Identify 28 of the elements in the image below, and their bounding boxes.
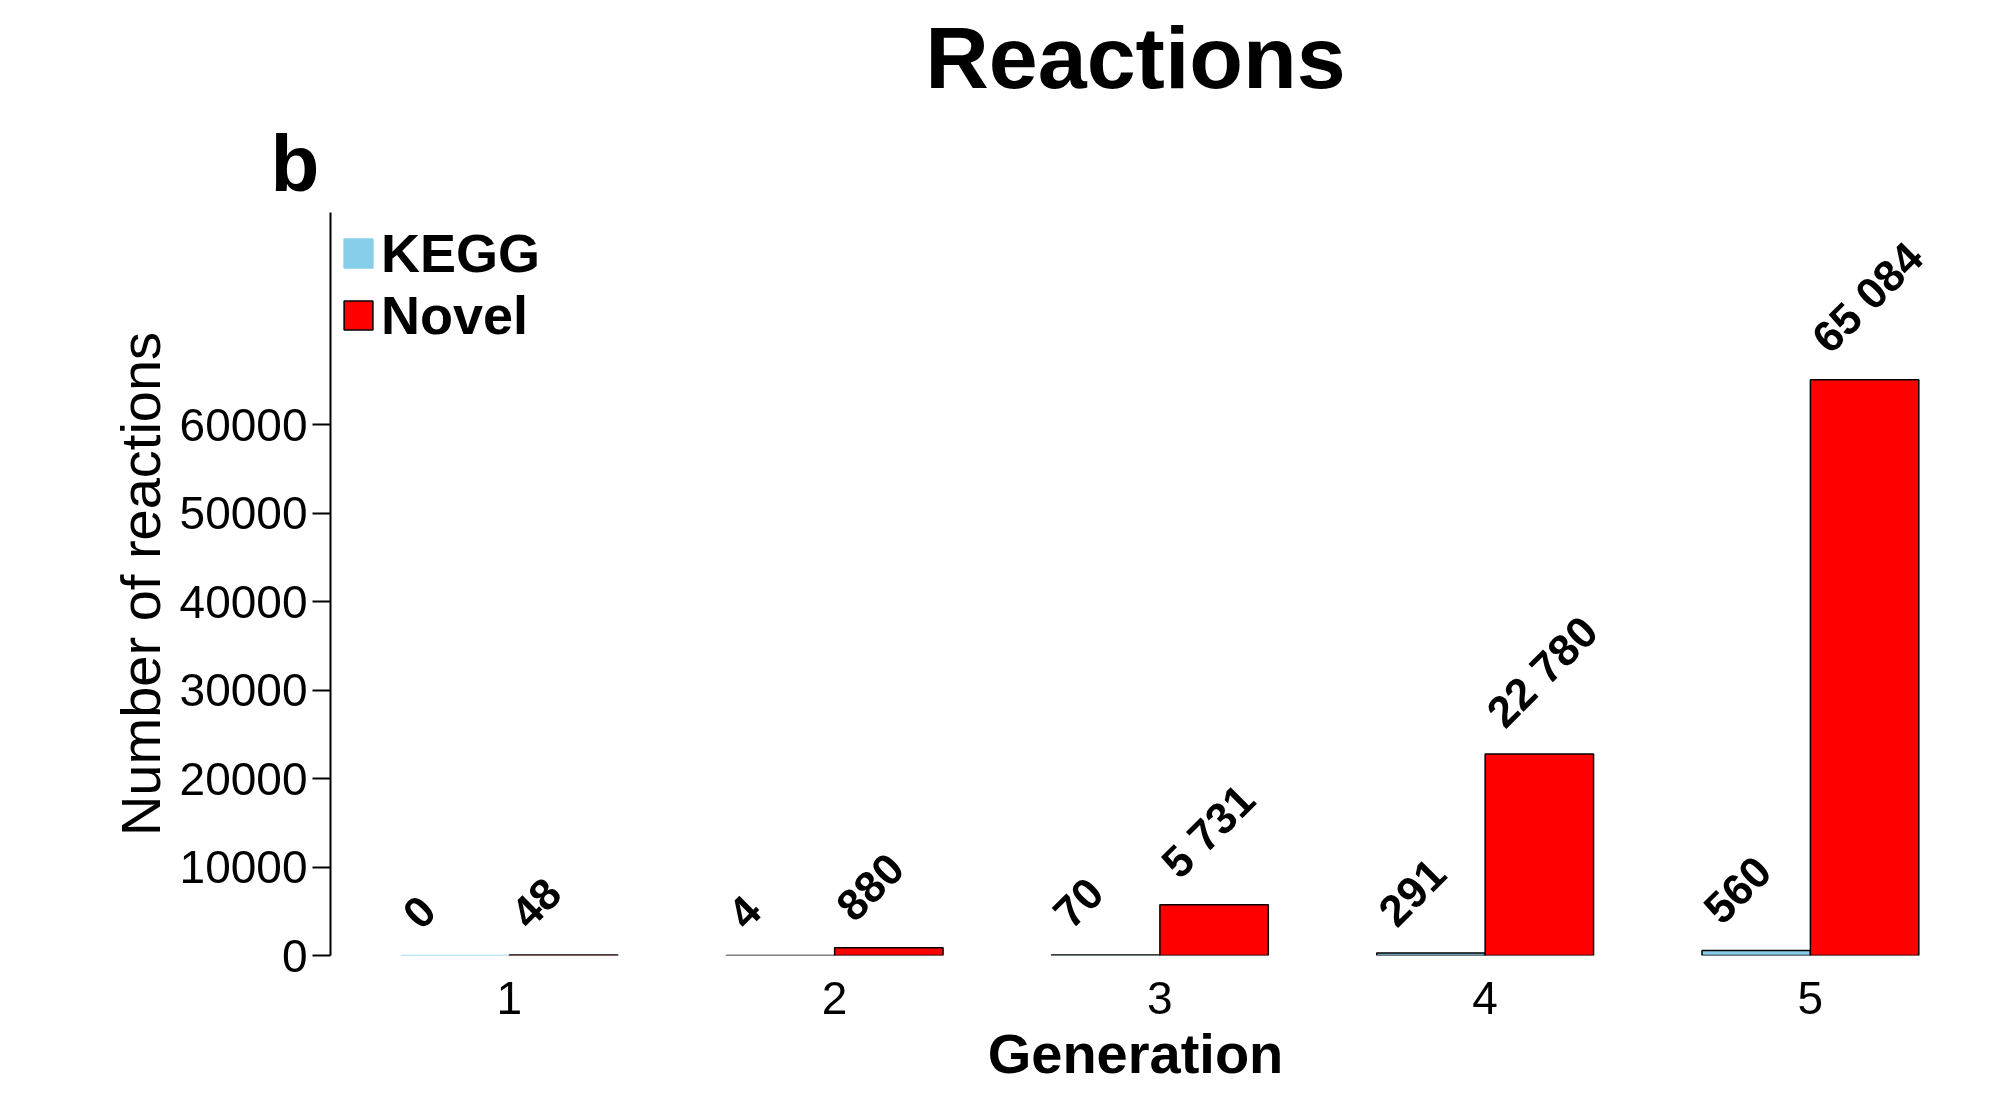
data-label: 0	[392, 885, 445, 938]
data-label: 70	[1043, 867, 1113, 938]
y-tick-label: 50000	[179, 487, 308, 540]
chart-title: Reactions	[925, 7, 1346, 107]
x-tick-label: 3	[1147, 971, 1173, 1024]
data-label: 65 084	[1802, 231, 1933, 363]
data-label: 48	[501, 868, 571, 938]
x-tick-label: 1	[496, 971, 523, 1024]
y-tick-label: 10000	[179, 841, 308, 894]
y-axis-title: Number of reactions	[108, 331, 172, 837]
y-tick-label: 20000	[179, 752, 308, 805]
y-tick-label: 40000	[179, 575, 308, 628]
legend-label: Novel	[381, 284, 529, 346]
legend-label: KEGG	[381, 222, 541, 284]
y-tick-label: 60000	[179, 398, 308, 451]
x-tick-label: 4	[1472, 971, 1498, 1024]
data-label: 4	[718, 885, 771, 938]
x-axis-title: Generation	[987, 1021, 1284, 1085]
y-tick-label: 30000	[179, 664, 308, 717]
data-label: 5 731	[1151, 774, 1265, 888]
x-tick-label: 2	[821, 971, 848, 1024]
data-label: 880	[826, 843, 914, 931]
y-tick-label: 0	[281, 929, 308, 982]
x-tick-label: 5	[1797, 971, 1824, 1024]
data-label: 560	[1693, 846, 1781, 933]
text: b	[270, 118, 320, 208]
data-label: 291	[1368, 848, 1456, 936]
data-label: 22 780	[1477, 606, 1607, 737]
